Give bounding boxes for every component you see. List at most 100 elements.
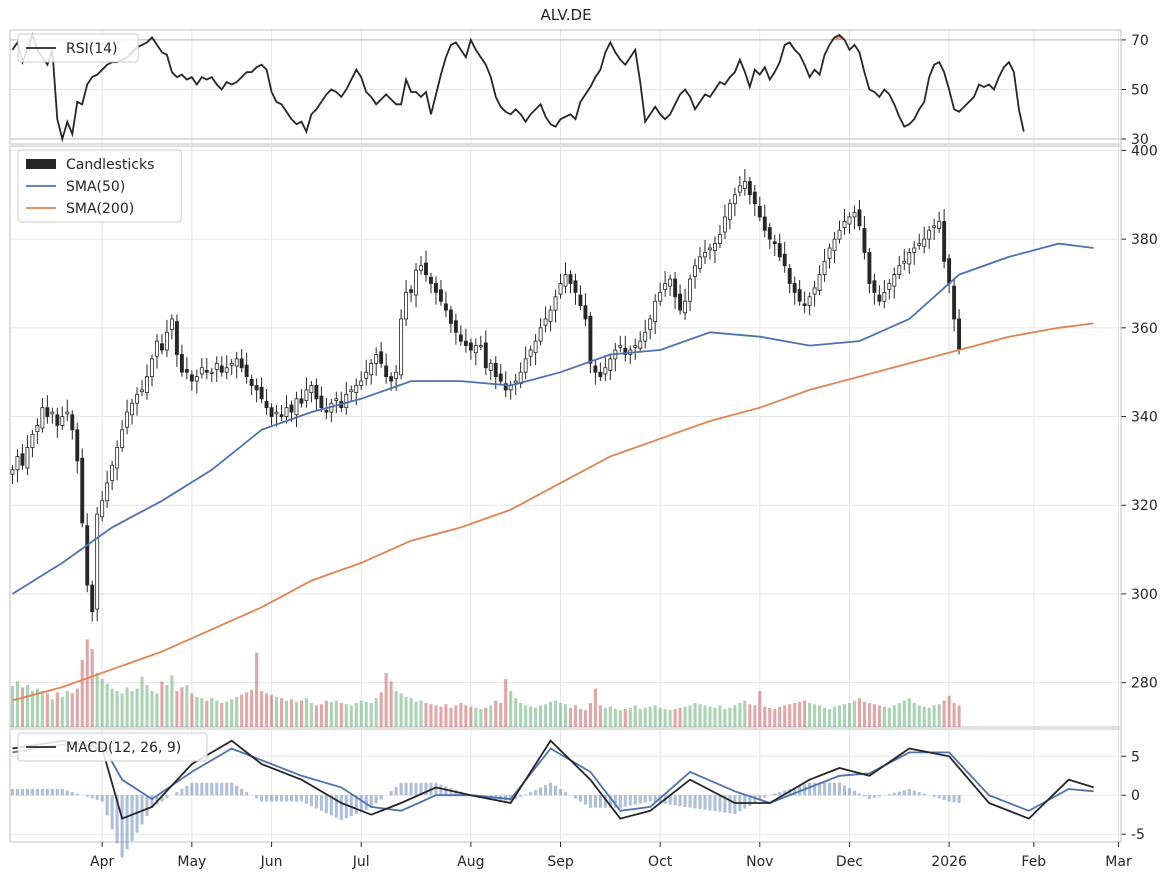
volume-bar bbox=[424, 703, 428, 727]
macd-histogram-bar bbox=[444, 786, 448, 796]
candle-body bbox=[463, 340, 468, 346]
x-tick-label-8: Dec bbox=[836, 854, 863, 870]
volume-bar bbox=[663, 709, 667, 727]
candle-body bbox=[284, 407, 289, 417]
candle-body bbox=[269, 407, 274, 417]
macd-histogram-bar bbox=[374, 795, 378, 804]
candle-body bbox=[538, 327, 543, 342]
macd-histogram-bar bbox=[95, 795, 99, 800]
candle-body bbox=[369, 362, 374, 376]
macd-histogram-bar bbox=[828, 782, 832, 796]
candle-body bbox=[932, 225, 937, 229]
volume-bar bbox=[205, 700, 209, 727]
volume-bar bbox=[907, 698, 911, 727]
macd-histogram-bar bbox=[210, 782, 214, 796]
candle-body bbox=[145, 376, 149, 393]
macd-histogram-bar bbox=[753, 795, 757, 804]
macd-histogram-bar bbox=[718, 795, 722, 812]
volume-bar bbox=[842, 704, 847, 727]
candle-body bbox=[115, 447, 120, 469]
macd-histogram-bar bbox=[673, 795, 677, 806]
volume-bar bbox=[304, 698, 308, 727]
macd-histogram-bar bbox=[638, 795, 642, 804]
macd-histogram-bar bbox=[100, 795, 104, 802]
macd-histogram-bar bbox=[872, 795, 876, 798]
macd-histogram-bar bbox=[708, 795, 712, 811]
volume-bar bbox=[294, 701, 299, 727]
volume-bar bbox=[55, 692, 59, 727]
macd-histogram-bar bbox=[678, 795, 682, 807]
candle-body bbox=[842, 220, 847, 229]
macd-histogram-bar bbox=[837, 782, 842, 796]
macd-histogram-bar bbox=[947, 795, 951, 802]
candle-body bbox=[867, 252, 872, 284]
candle-body bbox=[887, 283, 892, 291]
volume-bar bbox=[598, 705, 602, 727]
candle-body bbox=[15, 456, 20, 471]
candle-body bbox=[85, 525, 90, 586]
x-tick-label-7: Nov bbox=[746, 854, 773, 870]
candle-body bbox=[802, 303, 807, 307]
macd-histogram-bar bbox=[424, 782, 428, 796]
macd-histogram-bar bbox=[867, 795, 871, 799]
candle-body bbox=[55, 414, 60, 426]
volume-bar bbox=[185, 685, 189, 727]
candle-body bbox=[458, 334, 463, 342]
macd-histogram-bar bbox=[105, 795, 109, 816]
candle-body bbox=[593, 365, 598, 373]
volume-bar bbox=[165, 685, 169, 727]
candle-body bbox=[757, 205, 762, 218]
macd-histogram-bar bbox=[55, 789, 59, 796]
volume-bar bbox=[539, 705, 543, 727]
macd-histogram-bar bbox=[932, 795, 936, 797]
volume-bar bbox=[867, 703, 871, 727]
volume-bar bbox=[429, 704, 433, 727]
macd-histogram-bar bbox=[175, 792, 179, 796]
volume-bar bbox=[270, 694, 274, 727]
macd-histogram-bar bbox=[758, 795, 762, 801]
candle-body bbox=[184, 369, 189, 373]
candle-body bbox=[673, 278, 678, 298]
volume-bar bbox=[190, 693, 194, 727]
volume-bar bbox=[917, 705, 921, 727]
x-tick-label-1: May bbox=[177, 854, 206, 870]
macd-histogram-bar bbox=[289, 795, 294, 802]
candle-body bbox=[120, 429, 125, 448]
candle-body bbox=[453, 320, 458, 333]
volume-bar bbox=[763, 706, 767, 727]
candle-body bbox=[623, 347, 628, 355]
macd-histogram-bar bbox=[125, 795, 129, 850]
candle-body bbox=[598, 371, 603, 378]
volume-bar bbox=[35, 688, 39, 727]
macd-histogram-bar bbox=[235, 785, 239, 796]
macd-histogram-bar bbox=[354, 795, 358, 814]
volume-bar bbox=[509, 691, 513, 727]
candle-body bbox=[897, 265, 902, 276]
candle-body bbox=[892, 274, 897, 287]
price-legend bbox=[17, 149, 182, 223]
candle-body bbox=[189, 374, 194, 382]
macd-histogram-bar bbox=[887, 793, 891, 796]
candle-body bbox=[678, 293, 683, 311]
macd-histogram-bar bbox=[185, 785, 189, 796]
volume-bar bbox=[813, 704, 817, 727]
volume-bar bbox=[349, 705, 353, 727]
macd-histogram-bar bbox=[578, 795, 582, 802]
volume-bar bbox=[15, 681, 20, 727]
volume-bar bbox=[279, 698, 284, 727]
volume-bar bbox=[937, 704, 941, 727]
candle-body bbox=[244, 364, 249, 378]
candle-body bbox=[488, 362, 493, 371]
candle-body bbox=[214, 362, 219, 370]
macd-histogram-bar bbox=[818, 782, 822, 796]
candle-body bbox=[698, 256, 702, 269]
volume-bar bbox=[783, 705, 787, 727]
volume-bar bbox=[494, 700, 498, 727]
candle-body bbox=[25, 447, 30, 469]
candle-body bbox=[209, 371, 214, 374]
volume-bar bbox=[150, 691, 154, 727]
candle-body bbox=[498, 373, 503, 382]
macd-histogram-bar bbox=[583, 795, 587, 805]
candle-body bbox=[573, 280, 578, 293]
volume-bar bbox=[180, 687, 184, 727]
